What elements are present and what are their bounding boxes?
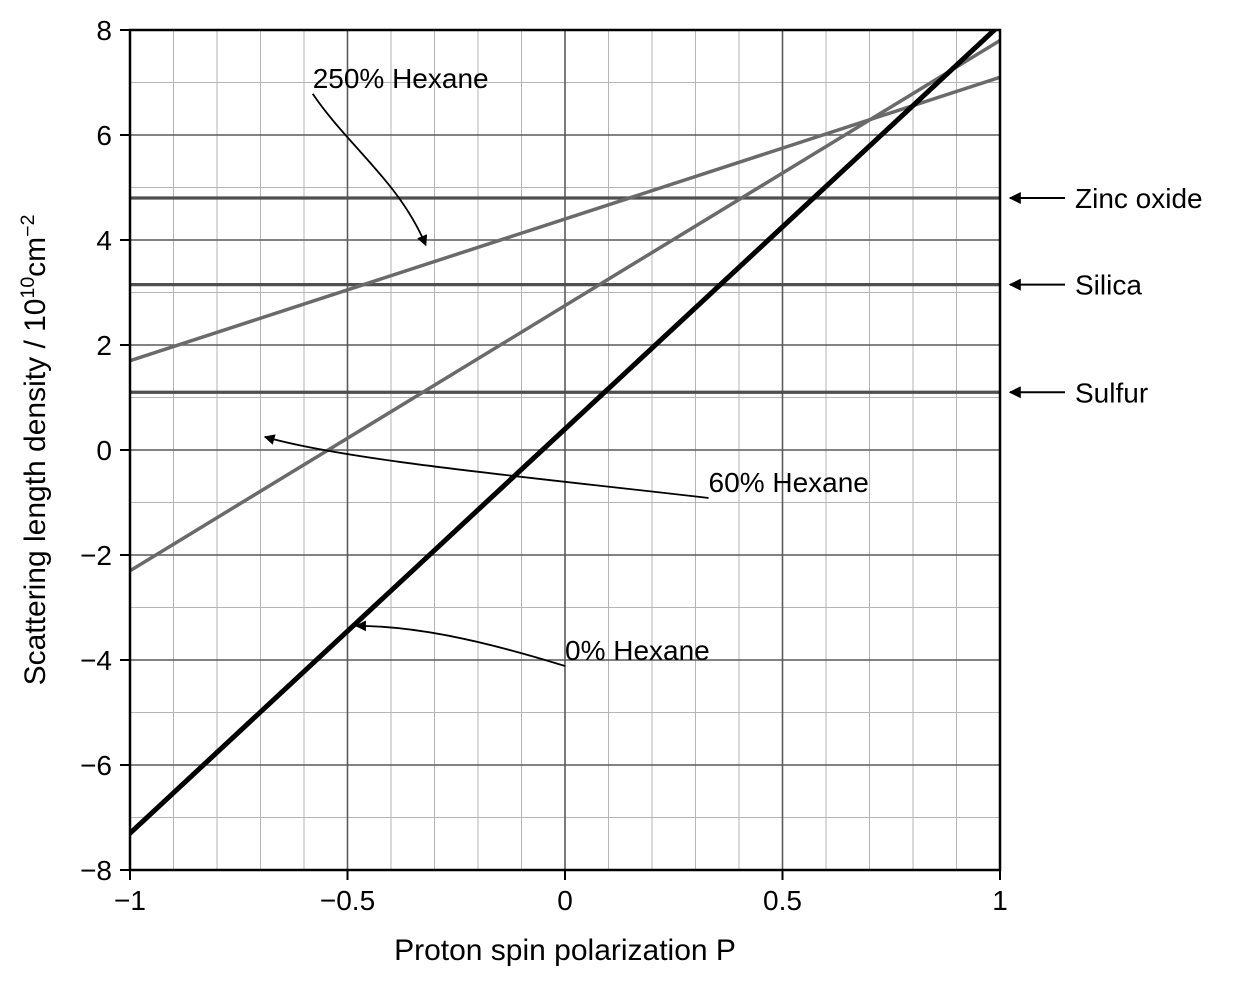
callout-label-hex250: 250% Hexane xyxy=(313,63,489,94)
y-tick-label: 6 xyxy=(96,120,112,151)
x-axis-label: Proton spin polarization P xyxy=(394,934,736,967)
y-tick-label: 4 xyxy=(96,225,112,256)
y-tick-label: −6 xyxy=(80,750,112,781)
y-tick-label: 2 xyxy=(96,330,112,361)
y-tick-label: −4 xyxy=(80,645,112,676)
right-label-silica: Silica xyxy=(1075,270,1142,301)
right-label-sulfur: Sulfur xyxy=(1075,377,1148,408)
y-tick-label: −2 xyxy=(80,540,112,571)
chart-svg: −1 −0.5 0 0.5 1 −8 −6 −4 −2 0 2 4 6 8 Proton spin pola… xyxy=(0,0,1240,991)
x-tick-label: −0.5 xyxy=(320,885,375,916)
callout-label-hex60: 60% Hexane xyxy=(709,467,869,498)
x-tick-label: 0 xyxy=(557,885,573,916)
chart-container: −1 −0.5 0 0.5 1 −8 −6 −4 −2 0 2 4 6 8 Proton spin pola… xyxy=(0,0,1240,991)
x-tick-label: 1 xyxy=(992,885,1008,916)
y-tick-label: 8 xyxy=(96,15,112,46)
y-tick-label: −8 xyxy=(80,855,112,886)
y-tick-label: 0 xyxy=(96,435,112,466)
callout-label-hex0: 0% Hexane xyxy=(565,635,710,666)
x-tick-label: −1 xyxy=(114,885,146,916)
right-label-zinc: Zinc oxide xyxy=(1075,183,1203,214)
x-tick-label: 0.5 xyxy=(763,885,802,916)
